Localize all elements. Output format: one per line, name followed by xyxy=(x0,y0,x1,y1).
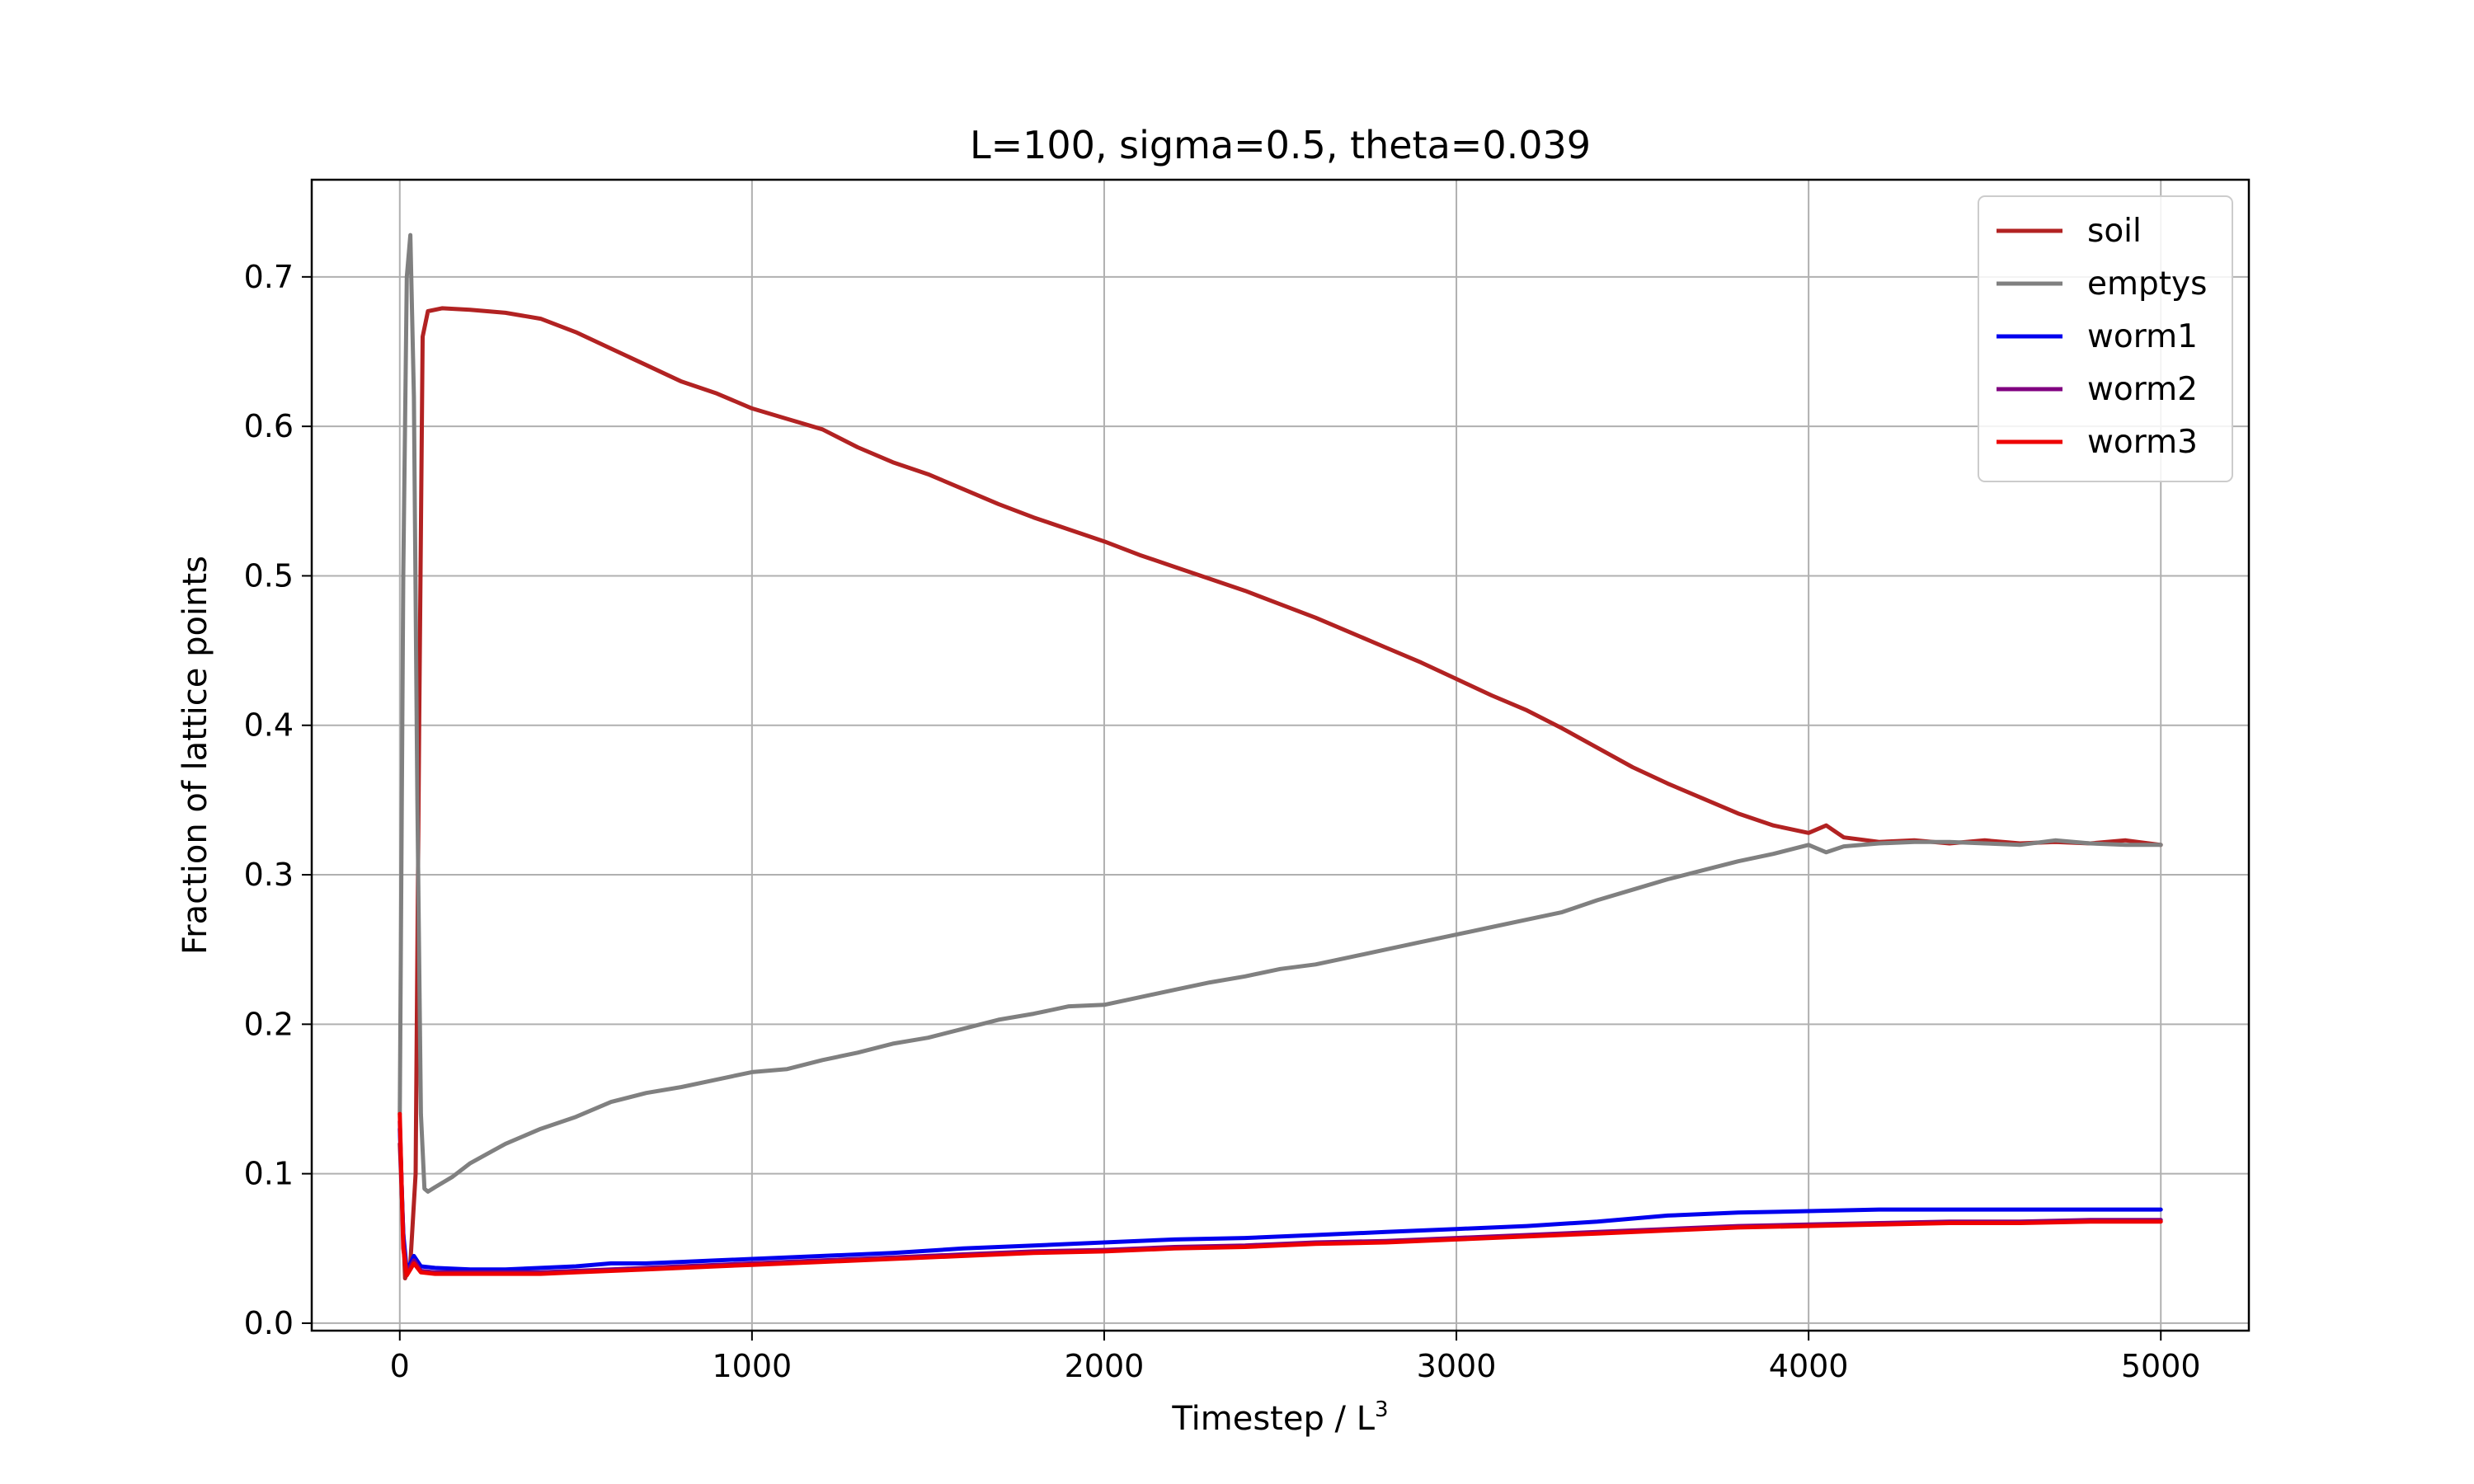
x-tick-label: 0 xyxy=(390,1348,410,1384)
legend-label-soil: soil xyxy=(2087,213,2142,250)
x-tick-label: 1000 xyxy=(713,1348,793,1384)
y-tick-label: 0.4 xyxy=(244,707,294,744)
legend-box xyxy=(1978,195,2233,482)
series-line-soil xyxy=(397,306,2163,1280)
legend-label-worm2: worm2 xyxy=(2087,371,2198,408)
y-tick-label: 0.7 xyxy=(244,259,294,295)
y-tick-label: 0.5 xyxy=(244,557,294,594)
series-line-emptys xyxy=(397,232,2163,1194)
x-axis-ticks: 0 1000 2000 3000 4000 5000 xyxy=(390,1331,2201,1384)
y-tick-label: 0.1 xyxy=(244,1156,294,1192)
y-tick-label: 0.6 xyxy=(244,408,294,444)
x-tick-label: 2000 xyxy=(1065,1348,1145,1384)
y-tick-label: 0.3 xyxy=(244,857,294,893)
x-axis-label-superscript: 3 xyxy=(1375,1397,1389,1422)
legend-label-emptys: emptys xyxy=(2087,265,2207,303)
series-line-worm3 xyxy=(397,1111,2163,1278)
y-axis-label: Fraction of lattice points xyxy=(176,556,214,955)
series-lines xyxy=(397,232,2163,1280)
x-tick-label: 4000 xyxy=(1769,1348,1849,1384)
x-tick-label: 3000 xyxy=(1417,1348,1497,1384)
x-tick-label: 5000 xyxy=(2121,1348,2201,1384)
y-tick-label: 0.0 xyxy=(244,1305,294,1341)
legend-label-worm1: worm1 xyxy=(2087,318,2198,355)
x-axis-label-text: Timestep / L xyxy=(1171,1400,1375,1438)
legend-items: soil emptys worm1 worm2 worm3 xyxy=(1997,213,2207,461)
plot-area-frame xyxy=(310,178,2251,1332)
legend: soil emptys worm1 worm2 worm3 xyxy=(1978,195,2233,482)
grid xyxy=(312,180,2249,1331)
legend-label-worm3: worm3 xyxy=(2087,424,2198,461)
chart-title: L=100, sigma=0.5, theta=0.039 xyxy=(970,123,1591,167)
y-tick-label: 0.2 xyxy=(244,1006,294,1042)
y-axis-ticks: 0.0 0.1 0.2 0.3 0.4 0.5 0.6 0.7 xyxy=(244,259,312,1341)
series-line-worm1 xyxy=(397,1126,2163,1273)
x-axis-label: Timestep / L3 xyxy=(1171,1397,1388,1438)
